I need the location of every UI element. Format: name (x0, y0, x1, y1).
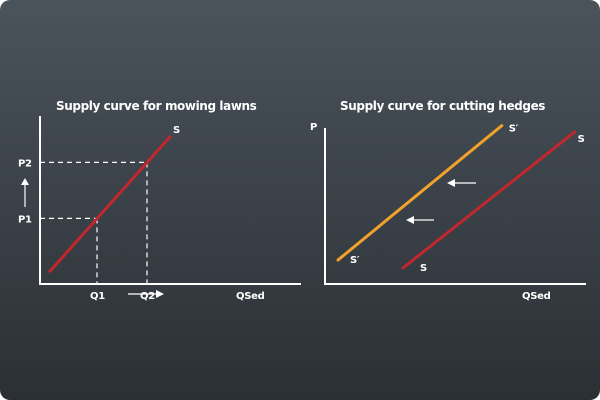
chart2-y-axis-label: P (310, 122, 317, 133)
chart1-supply-line-0 (48, 135, 172, 273)
chart1-tick-p2: P2 (18, 158, 32, 169)
chart1-title: Supply curve for mowing lawns (56, 99, 257, 113)
chart2-shift-left-arrow-lower (406, 216, 434, 224)
chart2-supply-line-s (401, 130, 577, 270)
chart2-series-label-s-top: S (578, 134, 585, 145)
chart2-title: Supply curve for cutting hedges (340, 99, 545, 113)
chart2-series-label-s-bottom: S (420, 263, 427, 274)
chart2-supply-line-s-prime (336, 124, 504, 262)
chart2-series-label-s-prime-bottom: S′ (350, 255, 360, 266)
chart1-tick-q2: Q2 (140, 291, 155, 302)
chart2-series-label-s-prime-top: S′ (509, 124, 519, 135)
chart1-price-up-arrow (21, 178, 29, 207)
chart1-x-axis-label: QSed (236, 291, 265, 302)
chart1-quantity-right-arrow (128, 290, 164, 298)
chart1-tick-p1: P1 (18, 214, 32, 225)
chart1-series-label-s: S (173, 125, 180, 136)
chart1-tick-q1: Q1 (90, 291, 105, 302)
chart2-x-axis-label: QSed (522, 291, 551, 302)
chart2-shift-left-arrow-upper (447, 179, 476, 187)
